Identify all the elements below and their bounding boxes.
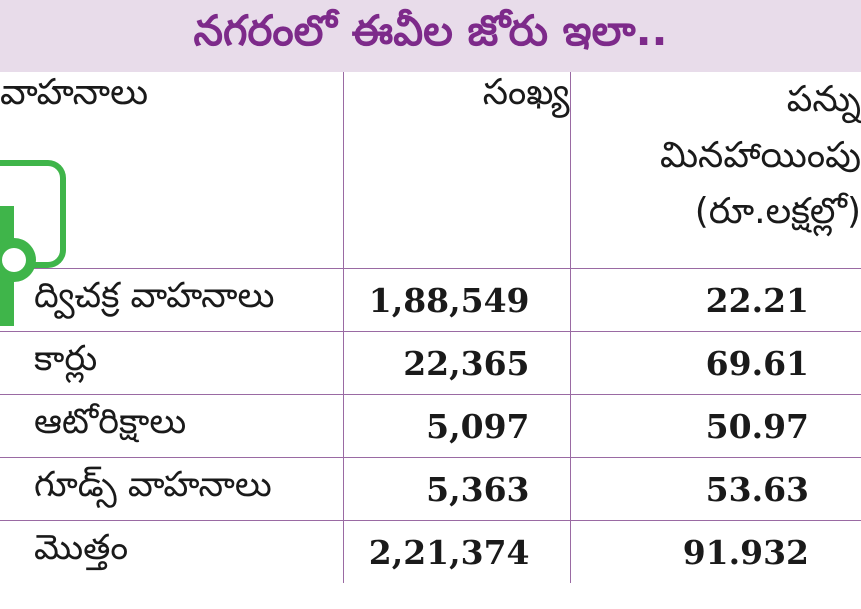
table-title: నగరంలో ఈవీల జోరు ఇలా.. (193, 6, 668, 55)
row-count: 2,21,374 (342, 520, 570, 583)
row-tax: 50.97 (569, 394, 861, 458)
header-count: సంఖ్య (342, 72, 570, 269)
row-name: మొత్తం (0, 520, 343, 583)
row-name: కార్లు (0, 331, 343, 395)
header-tax-line2: మినహాయింపు (659, 135, 861, 176)
row-tax: 53.63 (569, 457, 861, 521)
row-name: ఆటోరిక్షాలు (0, 394, 343, 458)
header-tax-line3: (రూ.లక్షల్లో) (694, 191, 861, 232)
row-tax: 91.932 (569, 520, 861, 583)
header-tax-exemption: పన్ను మినహాయింపు (రూ.లక్షల్లో) (569, 72, 861, 269)
header-row: వాహనాలు సంఖ్య పన్ను మినహాయింపు (రూ.లక్షల… (0, 72, 861, 269)
row-count: 1,88,549 (342, 268, 570, 332)
row-count: 5,097 (342, 394, 570, 458)
table-row: గూడ్స్ వాహనాలు 5,363 53.63 (0, 457, 861, 521)
row-name: ద్విచక్ర వాహనాలు (0, 268, 343, 332)
row-tax: 22.21 (569, 268, 861, 332)
charger-plug (0, 238, 36, 282)
header-vehicles: వాహనాలు (0, 72, 149, 113)
title-band: నగరంలో ఈవీల జోరు ఇలా.. (0, 0, 861, 72)
row-name: గూడ్స్ వాహనాలు (0, 457, 343, 521)
ev-table: వాహనాలు సంఖ్య పన్ను మినహాయింపు (రూ.లక్షల… (0, 72, 861, 583)
table-row: ఆటోరిక్షాలు 5,097 50.97 (0, 394, 861, 458)
row-tax: 69.61 (569, 331, 861, 395)
table-row-total: మొత్తం 2,21,374 91.932 (0, 520, 861, 583)
header-tax-line1: పన్ను (786, 79, 861, 120)
table-row: ద్విచక్ర వాహనాలు 1,88,549 22.21 (0, 268, 861, 332)
row-count: 5,363 (342, 457, 570, 521)
row-count: 22,365 (342, 331, 570, 395)
table-row: కార్లు 22,365 69.61 (0, 331, 861, 395)
